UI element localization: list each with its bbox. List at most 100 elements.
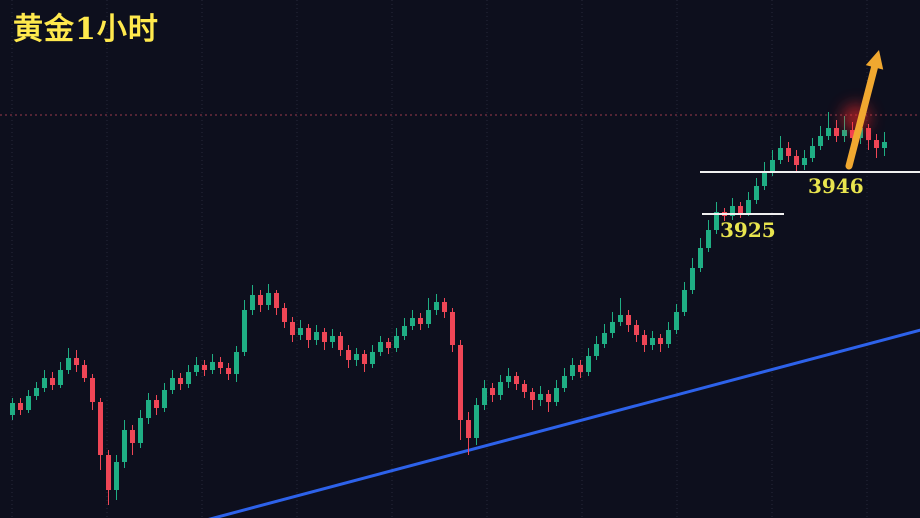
candle-body bbox=[682, 290, 687, 312]
candle-body bbox=[522, 384, 527, 392]
candle-body bbox=[250, 295, 255, 310]
candle-body bbox=[58, 370, 63, 385]
candle-body bbox=[738, 206, 743, 213]
candle-body bbox=[274, 293, 279, 308]
candle-body bbox=[26, 396, 31, 410]
candle-body bbox=[42, 378, 47, 388]
candle-body bbox=[618, 315, 623, 322]
candle-body bbox=[74, 358, 79, 365]
candle-body bbox=[802, 158, 807, 165]
candle-body bbox=[258, 295, 263, 305]
candle-body bbox=[882, 142, 887, 148]
candle-body bbox=[714, 212, 719, 230]
candle-body bbox=[410, 318, 415, 326]
candle-body bbox=[498, 382, 503, 395]
candle-body bbox=[834, 128, 839, 136]
candle-body bbox=[810, 146, 815, 158]
candle-body bbox=[570, 365, 575, 376]
candle-body bbox=[354, 354, 359, 360]
candle-body bbox=[130, 430, 135, 443]
candle-body bbox=[586, 356, 591, 372]
candle-body bbox=[658, 338, 663, 344]
candle-body bbox=[370, 352, 375, 364]
candle-body bbox=[98, 402, 103, 455]
candle-body bbox=[194, 365, 199, 372]
candle-body bbox=[594, 344, 599, 356]
candle-body bbox=[146, 400, 151, 418]
candle-body bbox=[178, 378, 183, 384]
candle-body bbox=[386, 342, 391, 348]
level-label: 3946 bbox=[808, 174, 864, 198]
candle-body bbox=[210, 362, 215, 370]
candle-body bbox=[514, 376, 519, 384]
candle-body bbox=[842, 130, 847, 136]
candle-body bbox=[186, 372, 191, 384]
candle-body bbox=[690, 268, 695, 290]
candle-body bbox=[850, 130, 855, 138]
candle-body bbox=[82, 365, 87, 378]
candle-body bbox=[394, 336, 399, 348]
level-label: 3925 bbox=[720, 218, 776, 242]
candle-body bbox=[106, 455, 111, 490]
candle-body bbox=[402, 326, 407, 336]
candle-body bbox=[874, 140, 879, 148]
candle-body bbox=[306, 328, 311, 340]
candle-body bbox=[610, 322, 615, 333]
up-arrow-head bbox=[865, 50, 884, 70]
candle-body bbox=[426, 310, 431, 324]
candle-body bbox=[602, 333, 607, 344]
candle-body bbox=[378, 342, 383, 352]
candle-body bbox=[578, 365, 583, 372]
candle-body bbox=[562, 376, 567, 388]
candle-body bbox=[746, 200, 751, 213]
candle-body bbox=[418, 318, 423, 324]
candle-body bbox=[170, 378, 175, 390]
candle-body bbox=[266, 293, 271, 305]
candle-body bbox=[362, 354, 367, 364]
candle-body bbox=[226, 368, 231, 374]
candle-body bbox=[666, 330, 671, 344]
candle-body bbox=[818, 136, 823, 146]
candle-body bbox=[650, 338, 655, 345]
candle-body bbox=[66, 358, 71, 370]
candle-body bbox=[34, 388, 39, 396]
candle-body bbox=[770, 160, 775, 172]
candle-body bbox=[450, 312, 455, 345]
candle-body bbox=[218, 362, 223, 368]
chart-title: 黄金1小时 bbox=[13, 12, 159, 47]
candle-body bbox=[642, 335, 647, 345]
candle-body bbox=[314, 332, 319, 340]
candle-body bbox=[482, 388, 487, 405]
candle-body bbox=[794, 156, 799, 165]
candle-body bbox=[50, 378, 55, 385]
candle-body bbox=[90, 378, 95, 402]
candle-body bbox=[122, 430, 127, 462]
candle-body bbox=[730, 206, 735, 216]
candle-body bbox=[706, 230, 711, 248]
candle-body bbox=[282, 308, 287, 322]
candle-body bbox=[138, 418, 143, 443]
candle-body bbox=[506, 376, 511, 382]
candle-body bbox=[466, 420, 471, 438]
candle-body bbox=[242, 310, 247, 352]
candle-body bbox=[762, 172, 767, 186]
candle-body bbox=[154, 400, 159, 408]
candle-body bbox=[530, 392, 535, 400]
candle-body bbox=[114, 462, 119, 490]
candle-body bbox=[330, 336, 335, 342]
candle-body bbox=[554, 388, 559, 402]
candle-body bbox=[634, 325, 639, 335]
candle-body bbox=[778, 148, 783, 160]
candle-body bbox=[458, 345, 463, 420]
candle-body bbox=[346, 350, 351, 360]
candle-body bbox=[18, 403, 23, 410]
candle-body bbox=[162, 390, 167, 408]
candle-body bbox=[298, 328, 303, 335]
candle-body bbox=[866, 128, 871, 140]
candle-body bbox=[698, 248, 703, 268]
candle-body bbox=[322, 332, 327, 342]
candle-body bbox=[10, 403, 15, 415]
candle-body bbox=[202, 365, 207, 370]
